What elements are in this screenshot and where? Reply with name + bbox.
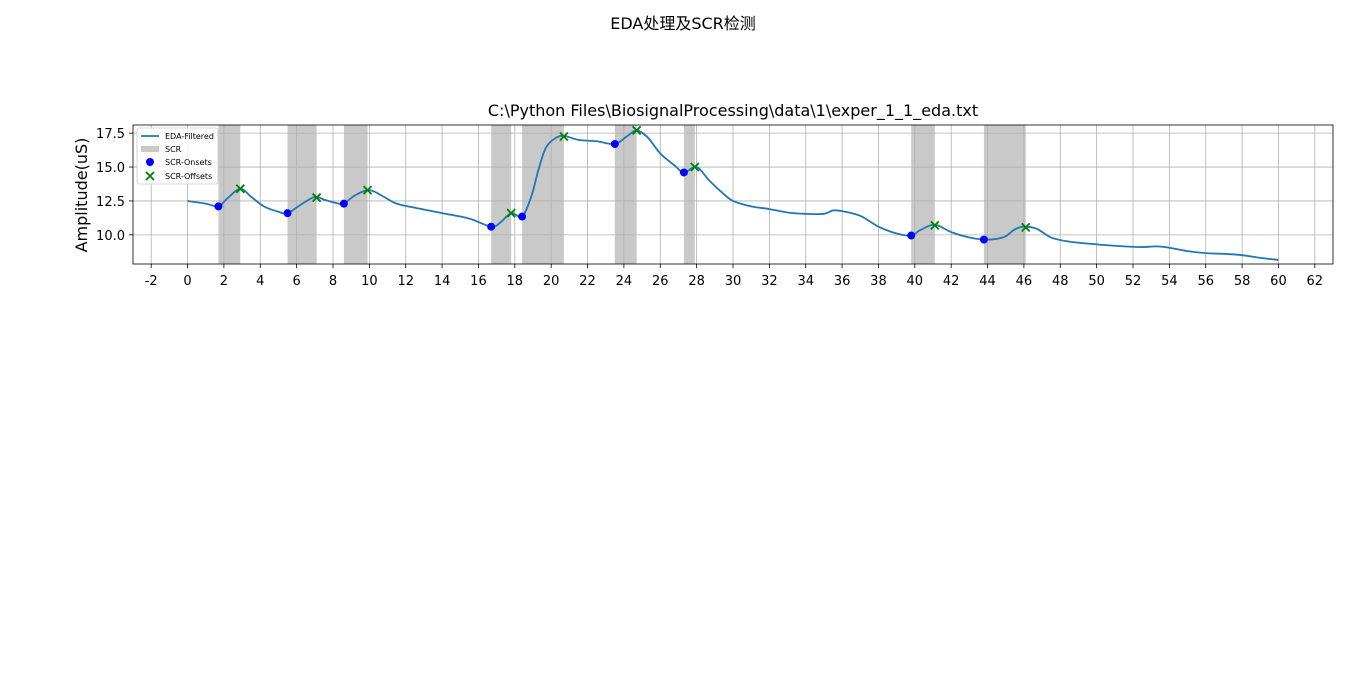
scr-offset-marker: [559, 131, 569, 142]
y-axis-label: Amplitude(uS): [72, 138, 91, 253]
scr-onset-marker: [907, 231, 916, 240]
x-tick-label: 12: [397, 274, 414, 289]
x-tick-label: 20: [543, 274, 560, 289]
scr-offset-marker: [362, 185, 373, 195]
x-tick-label: 32: [761, 274, 778, 289]
x-tick-label: 56: [1197, 274, 1214, 289]
scr-region: [491, 125, 512, 264]
x-tick-label: 60: [1270, 274, 1287, 289]
scr-onset-marker: [610, 139, 619, 148]
scr-region: [614, 125, 637, 264]
x-tick-label: 52: [1125, 274, 1142, 289]
scr-onset-marker: [979, 235, 988, 244]
x-tick-label: 0: [183, 274, 191, 289]
axes-frame: [132, 124, 1334, 265]
x-tick-label: 8: [329, 274, 337, 289]
x-tick-label: 46: [1016, 274, 1033, 289]
legend-label: SCR: [165, 145, 182, 154]
scr-region: [287, 125, 317, 264]
scr-region: [983, 125, 1026, 264]
x-tick-label: 36: [834, 274, 851, 289]
y-tick-label: 10.0: [96, 229, 125, 244]
scr-onset-marker: [518, 212, 527, 221]
scr-onset-marker: [339, 199, 348, 208]
legend-box: [136, 127, 219, 185]
legend: EDA-Filtered SCR SCR-Onsets SCR-Offsets: [136, 127, 219, 185]
scr-offset-marker: [235, 184, 245, 194]
scr-offset-marker: [311, 192, 322, 203]
scr-offset-marker: [631, 125, 642, 136]
scr-onset-marker: [679, 168, 688, 177]
scr-onset-marker: [487, 222, 496, 231]
x-tick-label: 48: [1052, 274, 1069, 289]
plot-area: -2 0 2 4 6 8 10 12 14 16 18 20 22 24 26 28 30 32 34 36 38 40 4…: [96, 124, 1334, 289]
scr-offset-marker: [690, 162, 700, 172]
x-tick-label: 40: [907, 274, 924, 289]
x-tick-label: 30: [725, 274, 742, 289]
x-tick-label: 42: [943, 274, 960, 289]
scr-region: [218, 125, 241, 264]
x-tick-label: 6: [292, 274, 300, 289]
legend-label: EDA-Filtered: [165, 132, 214, 141]
scr-region: [683, 125, 695, 264]
x-tick-label: 44: [979, 274, 996, 289]
y-tick-label: 12.5: [96, 195, 125, 210]
x-tick-label: 24: [616, 274, 633, 289]
legend-label: SCR-Onsets: [165, 158, 212, 167]
scr-region: [522, 125, 564, 264]
x-tick-label: 16: [470, 274, 487, 289]
legend-offset-swatch: [145, 171, 155, 181]
x-tick-label: -2: [145, 274, 158, 289]
x-tick-label: 28: [688, 274, 705, 289]
legend-onset-swatch: [146, 158, 154, 166]
x-tick-label: 14: [434, 274, 451, 289]
x-tick-label: 18: [507, 274, 524, 289]
scr-offset-marker: [1021, 222, 1031, 233]
scr-offset-marker: [506, 208, 516, 218]
x-tick-label: 2: [220, 274, 228, 289]
scr-onset-marker: [283, 209, 292, 218]
x-tick-label: 38: [870, 274, 887, 289]
x-tick-label: 54: [1161, 274, 1178, 289]
scr-offset-marker: [930, 220, 940, 230]
legend-scr-swatch: [141, 146, 159, 152]
x-tick-label: 34: [797, 274, 814, 289]
legend-label: SCR-Offsets: [165, 172, 212, 181]
x-tick-label: 4: [256, 274, 264, 289]
x-tick-label: 22: [579, 274, 596, 289]
x-tick-label: 58: [1234, 274, 1251, 289]
x-tick-label: 26: [652, 274, 669, 289]
x-tick-label: 10: [361, 274, 378, 289]
x-tick-label: 62: [1307, 274, 1324, 289]
y-tick-label: 15.0: [96, 161, 125, 176]
x-tick-label: 50: [1088, 274, 1105, 289]
scr-onset-marker: [214, 202, 223, 211]
chart-title: C:\Python Files\BiosignalProcessing\data…: [488, 101, 978, 121]
y-tick-label: 17.5: [96, 127, 125, 142]
scr-region: [911, 125, 935, 264]
figure-suptitle: EDA处理及SCR检测: [610, 14, 756, 33]
